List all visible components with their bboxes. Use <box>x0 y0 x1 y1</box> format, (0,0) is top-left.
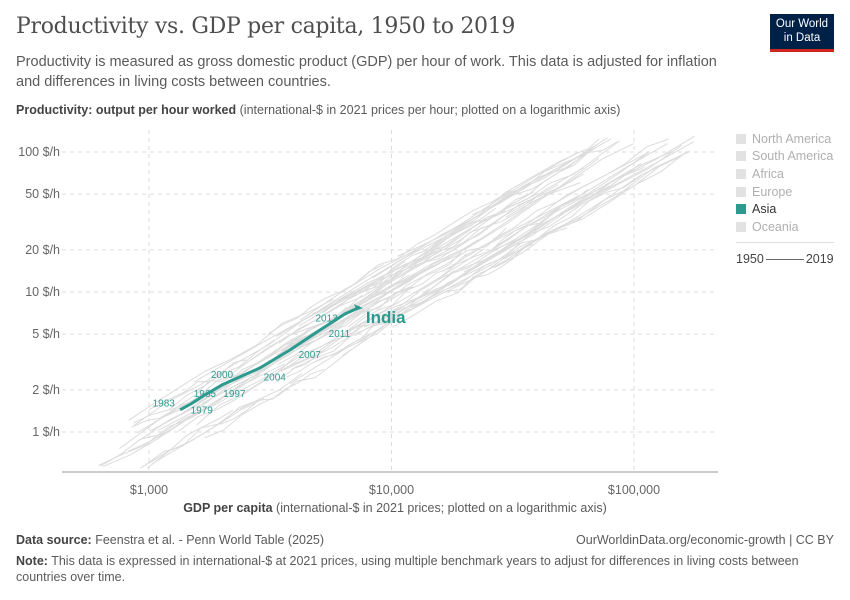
background-country-line <box>505 143 634 218</box>
legend-item-south-america[interactable]: South America <box>736 148 833 166</box>
owid-logo[interactable]: Our World in Data <box>770 14 834 52</box>
y-tick-label: 1 $/h <box>32 425 60 439</box>
arrow-line-icon <box>765 258 804 260</box>
background-country-line <box>471 150 691 279</box>
background-country-line <box>151 398 265 465</box>
background-country-line <box>100 373 261 467</box>
legend-divider <box>736 242 834 243</box>
background-country-line <box>178 339 336 432</box>
year-label: 1965 <box>194 389 217 400</box>
chart-subtitle: Productivity is measured as gross domest… <box>16 54 717 90</box>
background-country-line <box>134 373 235 427</box>
background-country-line <box>102 353 292 468</box>
y-tick-label: 5 $/h <box>32 327 60 341</box>
background-country-line <box>204 348 353 439</box>
background-country-line <box>131 260 406 428</box>
background-country-line <box>224 306 348 384</box>
background-country-line <box>504 150 688 260</box>
background-country-line <box>157 253 463 432</box>
y-axis-label: Productivity: output per hour worked (in… <box>16 103 621 117</box>
chart-title: Productivity vs. GDP per capita, 1950 to… <box>16 14 516 39</box>
background-country-line <box>220 368 325 425</box>
year-label: 2007 <box>299 350 322 361</box>
background-country-line <box>501 174 642 261</box>
background-country-line <box>289 241 524 385</box>
source-url[interactable]: OurWorldinData.org/economic-growth | CC … <box>576 533 834 547</box>
year-label: 2011 <box>329 329 351 340</box>
legend-item-africa[interactable]: Africa <box>736 165 833 183</box>
background-country-line <box>275 288 430 383</box>
background-country-line <box>322 228 465 314</box>
year-label: 1979 <box>191 405 214 416</box>
background-country-line <box>286 322 386 378</box>
background-country-line <box>356 155 682 344</box>
background-country-line <box>278 250 438 344</box>
footnote: Note: This data is expressed in internat… <box>16 554 799 584</box>
india-label: India <box>366 308 406 327</box>
legend-item-north-america[interactable]: North America <box>736 130 833 148</box>
background-country-line <box>418 167 584 265</box>
time-legend: 1950 2019 <box>736 252 834 266</box>
y-tick-label: 50 $/h <box>25 187 60 201</box>
background-country-line <box>139 297 379 441</box>
background-country-line <box>98 363 286 466</box>
background-country-line <box>500 141 618 212</box>
background-country-line <box>424 143 598 251</box>
year-label: 2004 <box>264 372 287 383</box>
background-country-line <box>400 193 541 279</box>
legend: North America South America Africa Europ… <box>736 130 833 236</box>
background-country-line <box>228 192 540 376</box>
y-tick-label: 100 $/h <box>18 145 60 159</box>
background-country-line <box>139 409 234 469</box>
year-label: 1983 <box>153 399 176 410</box>
x-tick-label: $1,000 <box>130 483 168 497</box>
x-tick-label: $100,000 <box>608 483 660 497</box>
background-country-line <box>472 138 600 216</box>
legend-item-oceania[interactable]: Oceania <box>736 218 833 236</box>
india-end-arrow <box>353 304 363 311</box>
y-tick-label: 10 $/h <box>25 285 60 299</box>
legend-item-asia[interactable]: Asia <box>736 200 833 218</box>
background-country-line <box>136 335 307 434</box>
background-country-line <box>353 185 611 337</box>
background-country-line <box>287 286 410 357</box>
x-axis-label: GDP per capita (international-$ in 2021 … <box>183 501 607 515</box>
background-country-line <box>267 251 457 362</box>
background-country-line <box>442 152 649 272</box>
year-label: 1997 <box>223 389 246 400</box>
background-country-line <box>133 339 275 424</box>
background-country-line <box>342 243 533 357</box>
data-source: Data source: Feenstra et al. - Penn Worl… <box>16 533 325 547</box>
y-tick-label: 20 $/h <box>25 243 60 257</box>
india-line <box>179 305 361 412</box>
background-country-line <box>495 151 649 247</box>
year-label: 2000 <box>211 370 234 381</box>
background-country-line <box>494 150 690 268</box>
background-country-line <box>350 210 506 299</box>
background-country-line <box>148 359 247 411</box>
background-country-line <box>397 148 587 257</box>
background-country-line <box>438 194 579 280</box>
background-country-line <box>128 355 301 452</box>
background-country-line <box>371 141 695 327</box>
background-country-line <box>359 190 512 281</box>
background-country-line <box>490 188 589 252</box>
background-country-line <box>280 248 485 372</box>
background-country-line <box>277 286 414 365</box>
y-tick-label: 2 $/h <box>32 383 60 397</box>
legend-item-europe[interactable]: Europe <box>736 183 833 201</box>
year-label: 2013 <box>315 313 338 324</box>
x-tick-label: $10,000 <box>369 483 414 497</box>
